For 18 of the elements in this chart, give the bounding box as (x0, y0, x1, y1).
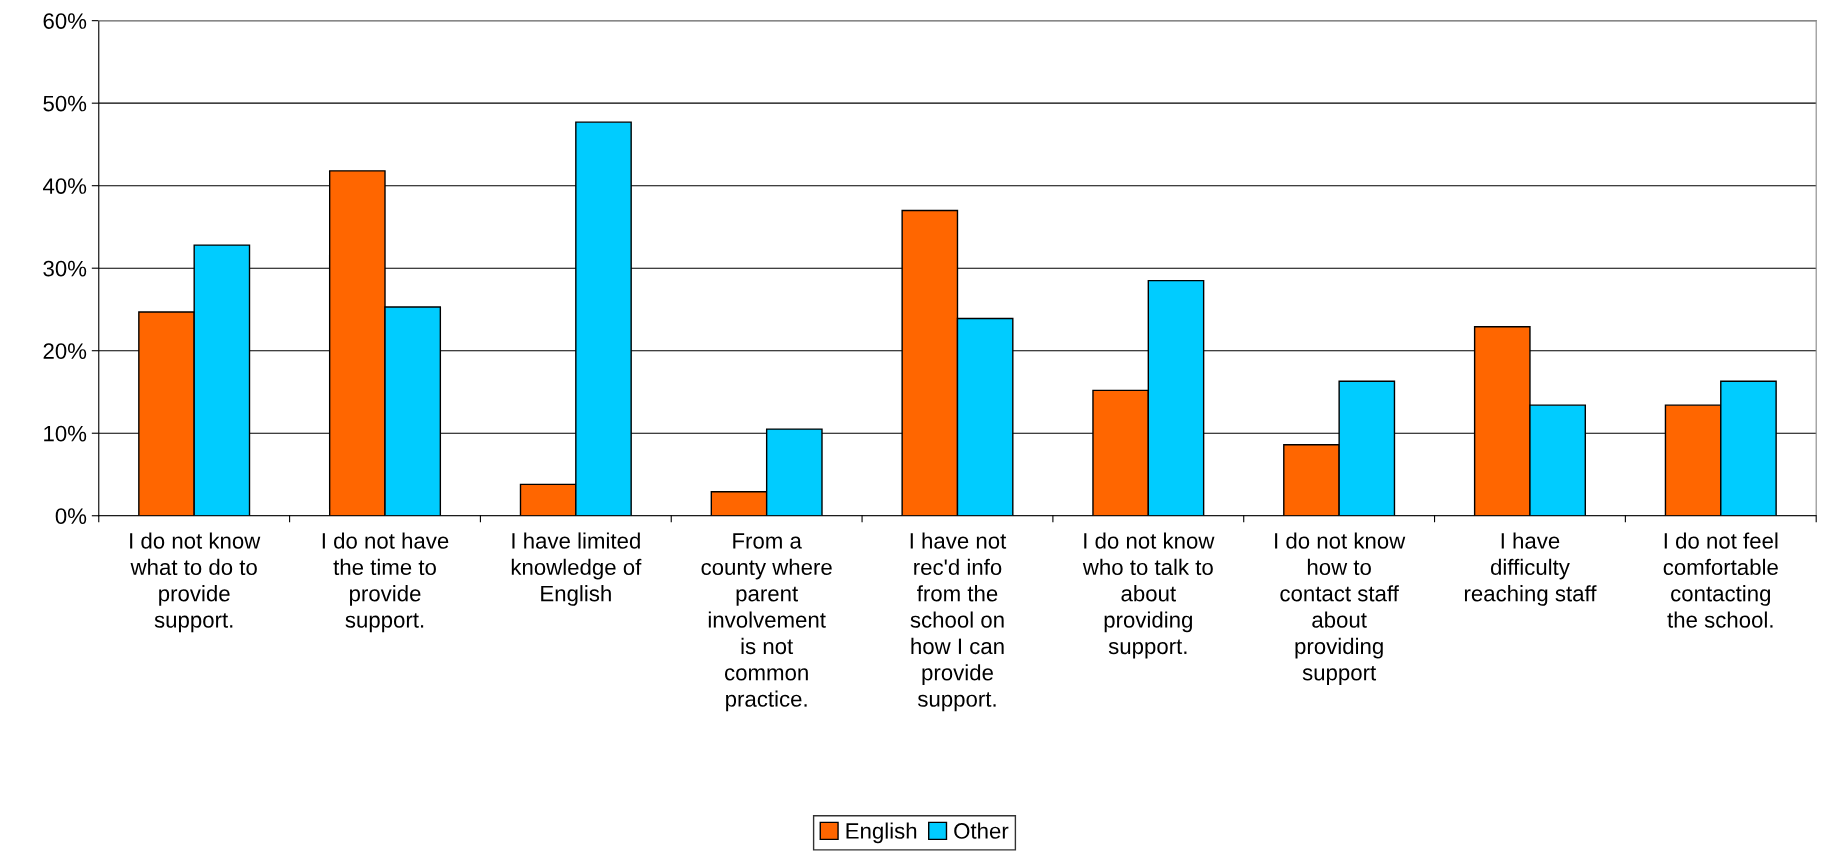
y-tick-label: 50% (43, 95, 87, 112)
x-tick-label: I have limited knowledge of English (511, 532, 642, 606)
x-tick-label: I have difficulty reaching staff (1464, 532, 1597, 606)
x-tick-label: I have not rec'd info from the school on how I can provide support. (910, 532, 1007, 712)
x-tick-label: From a county where parent involvement is not common practice. (701, 533, 832, 712)
y-tick-label: 10% (44, 425, 87, 442)
x-tick-label: I do not know who to talk to about providing support. (1082, 532, 1215, 659)
legend-label: English (846, 822, 917, 844)
y-tick-label: 30% (43, 260, 87, 277)
y-tick-label: 0% (55, 508, 87, 525)
x-tick-label: I do not feel comfortable contacting the school. (1663, 532, 1778, 628)
y-tick-label: 40% (43, 178, 87, 194)
y-tick-label: 20% (43, 343, 87, 359)
x-tick-label: I do not know how to contact staff about providing support (1275, 532, 1406, 685)
y-tick-label: 60% (43, 13, 87, 29)
legend-label: Other (954, 822, 1009, 839)
x-tick-label: I do not have the time to provide support. (322, 532, 449, 633)
x-tick-label: I do not know what to do to provide support. (130, 532, 261, 633)
